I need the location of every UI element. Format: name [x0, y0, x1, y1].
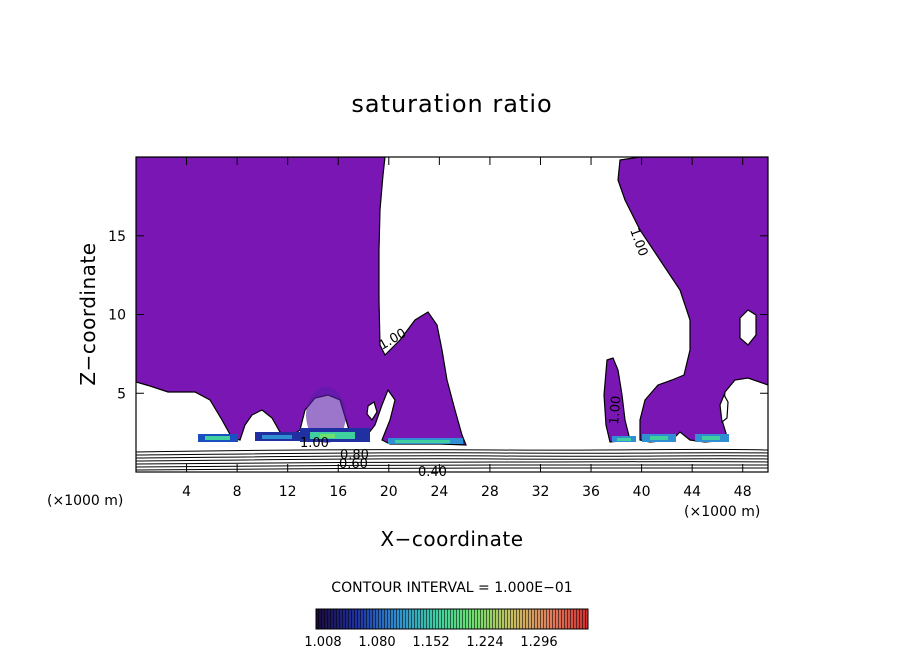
colorbar-tick-label: 1.224: [466, 635, 503, 650]
colorbar-tick-labels: 1.008 1.080 1.152 1.224 1.296: [304, 635, 557, 650]
hole-right-2: [719, 393, 729, 424]
x-tick-label: 40: [633, 484, 651, 500]
x-tick-label: 28: [481, 484, 499, 500]
x-tick-label: 4: [182, 484, 191, 500]
saturation-region-left: [136, 157, 467, 446]
y-tick-label: 5: [117, 386, 126, 402]
saturation-region-column: [603, 357, 631, 443]
x-tick-label: 48: [734, 484, 752, 500]
y-axis-label: Z−coordinate: [76, 242, 100, 385]
x-tick-label: 36: [582, 484, 600, 500]
x-unit-label-right: (×1000 m): [684, 504, 760, 520]
plot-area: [136, 157, 768, 471]
contour-label: 0.40: [418, 465, 447, 480]
x-tick-label: 16: [329, 484, 347, 500]
contour-lines: [136, 448, 768, 471]
x-tick-label: 20: [380, 484, 398, 500]
x-tick-label: 44: [683, 484, 701, 500]
colorbar: [315, 608, 589, 630]
x-tick-label: 32: [532, 484, 550, 500]
saturation-region-right: [617, 157, 768, 443]
x-axis-ticks: 4 8 12 16 20 24 28 32 36 40 44 48: [182, 157, 752, 500]
hole-left-1: [366, 401, 378, 422]
contour-label: 0.60: [339, 457, 368, 472]
contour-interval: CONTOUR INTERVAL = 1.000E−01: [331, 580, 572, 596]
y-tick-label: 15: [108, 229, 126, 245]
x-tick-label: 12: [279, 484, 297, 500]
x-tick-label: 24: [430, 484, 448, 500]
y-axis-ticks: 5 10 15: [108, 229, 768, 402]
x-axis-label: X−coordinate: [380, 527, 523, 551]
colorbar-tick-label: 1.296: [520, 635, 557, 650]
chart-title: saturation ratio: [351, 90, 552, 118]
y-tick-label: 10: [108, 308, 126, 324]
contour-label: 1.00: [607, 395, 624, 425]
hole-right-1: [739, 309, 757, 346]
contour-label: 0.80: [340, 448, 369, 463]
x-tick-label: 8: [233, 484, 242, 500]
supersaturation-cells: [198, 428, 729, 444]
colorbar-tick-label: 1.152: [412, 635, 449, 650]
colorbar-tick-label: 1.008: [304, 635, 341, 650]
x-unit-label-left: (×1000 m): [47, 493, 123, 509]
contour-label: 1.00: [300, 436, 329, 451]
colorbar-tick-label: 1.080: [358, 635, 395, 650]
